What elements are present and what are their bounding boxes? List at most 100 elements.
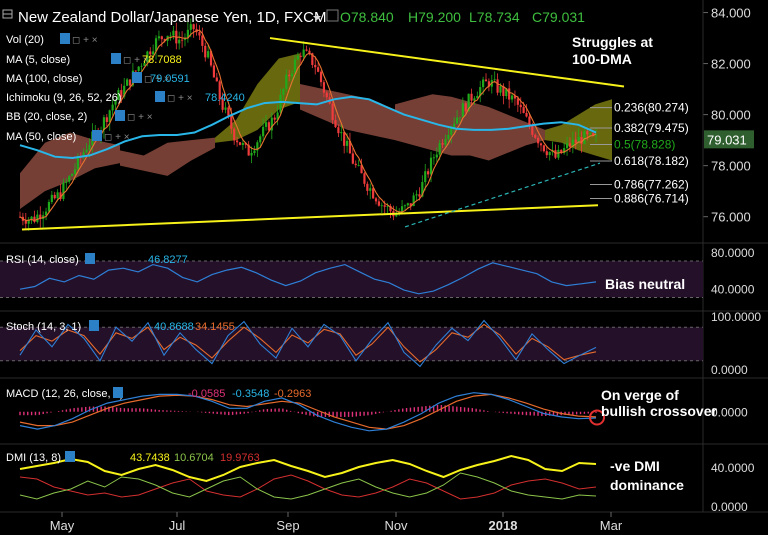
candle-body [545, 151, 548, 156]
candle-body [308, 50, 311, 54]
trendline-support[interactable] [21, 204, 599, 231]
candle-body [299, 55, 302, 57]
candle-body [421, 182, 424, 197]
candle-body [508, 88, 511, 100]
candle-body [224, 107, 227, 110]
candle-body [227, 107, 230, 116]
price-candles [18, 18, 598, 231]
rsi-panel[interactable]: RSI (14, close) 46.8277 80.0000 40.0000 Bias… [0, 246, 755, 298]
candle-body [117, 90, 120, 100]
annotation-struggles-1: Struggles at [572, 34, 653, 50]
candle-body [565, 143, 569, 149]
candle-body [548, 152, 551, 156]
legend-eye-icon[interactable] [60, 33, 70, 44]
legend-eye-icon[interactable] [111, 53, 121, 64]
rsi-annotation: Bias neutral [605, 276, 685, 292]
candle-body [580, 136, 583, 144]
candle-body [311, 53, 314, 65]
legend-label: MA (50, close) [6, 131, 76, 143]
candle-body [149, 51, 152, 55]
candle-body [102, 117, 106, 131]
candle-body [363, 173, 366, 184]
symbol-dropdown-icon[interactable] [313, 16, 321, 20]
legend-eye-icon[interactable] [155, 91, 165, 102]
candle-body [473, 98, 476, 101]
candle-body [424, 171, 427, 183]
candle-body [461, 103, 464, 118]
candle-body [192, 24, 195, 30]
legend-eye-icon[interactable] [92, 130, 102, 141]
candle-body [285, 74, 288, 89]
legend-tools-icon: ◻ + × [144, 74, 170, 85]
candle-body [331, 103, 334, 121]
macd-eye-icon[interactable] [113, 387, 123, 398]
candle-body [592, 133, 595, 136]
indicator-band [0, 327, 703, 361]
macd-legend-value-signal: -0.2963 [274, 388, 311, 400]
candle-body [65, 181, 68, 183]
legend-eye-icon[interactable] [132, 72, 142, 83]
stoch-tick-label: 0.0000 [711, 363, 748, 377]
candle-body [542, 145, 545, 152]
price-panel[interactable]: 0.236(80.274) 0.382(79.475) 0.5(78.828) 0.6… [0, 0, 754, 243]
candle-body [207, 51, 210, 58]
legend-eye-icon[interactable] [115, 110, 125, 121]
candle-body [510, 95, 514, 100]
annotation-struggles-2: 100-DMA [572, 51, 632, 67]
candle-body [351, 153, 354, 164]
candle-body [354, 163, 357, 166]
rsi-eye-icon[interactable] [85, 253, 95, 264]
candle-body [73, 169, 77, 174]
stoch-panel[interactable]: Stoch (14, 3, 1) 40.8688 34.1455 100.0000 0.… [0, 310, 761, 377]
candle-body [432, 157, 436, 159]
dmi-panel[interactable]: DMI (13, 8) 43.7438 10.6704 19.9763 40.0000 0… [6, 451, 755, 514]
candle-body [380, 205, 383, 207]
dmi-plus-line [19, 472, 597, 500]
candle-body [169, 35, 172, 37]
legend-tools-icon: ◻ + × [167, 93, 193, 104]
candle-body [589, 133, 592, 135]
macd-annotation-1: On verge of [601, 387, 679, 403]
candle-body [125, 79, 129, 86]
time-axis: May Jul Sep Nov 2018 Mar [50, 512, 623, 533]
candle-body [230, 115, 233, 129]
candle-body [244, 143, 247, 145]
adx-line [19, 454, 597, 483]
trendline-resistance[interactable] [269, 37, 625, 88]
candle-body [319, 71, 323, 83]
candle-body [337, 127, 340, 134]
candle-body [53, 194, 56, 199]
settings-box-icon[interactable] [326, 9, 339, 22]
candle-body [345, 140, 349, 146]
candle-body [270, 117, 273, 131]
candle-body [128, 79, 132, 86]
candle-body [140, 65, 143, 67]
stoch-legend-label: Stoch (14, 3, 1) [6, 321, 81, 333]
fib-level-label: 0.382(79.475) [614, 121, 689, 135]
candle-body [400, 206, 404, 212]
candle-body [519, 104, 522, 108]
dmi-legend-value-plus: 10.6704 [174, 452, 214, 464]
legend-tools-icon: ◻ + × [123, 55, 149, 66]
candle-body [409, 203, 412, 207]
stoch-d-line [19, 323, 597, 363]
candle-body [568, 143, 572, 147]
dmi-eye-icon[interactable] [65, 451, 75, 462]
candle-body [114, 99, 117, 105]
macd-panel[interactable]: MACD (12, 26, close, 9) -0.0585 -0.3548 -0.… [6, 387, 748, 432]
candle-body [325, 92, 328, 98]
candle-body [305, 49, 308, 51]
rsi-tick-label: 80.0000 [711, 246, 755, 260]
candle-body [577, 136, 580, 143]
symbol-title[interactable]: New Zealand Dollar/Japanese Yen, 1D, FXC… [18, 9, 327, 26]
trendline-rising-dashed[interactable] [404, 162, 601, 228]
candle-body [108, 110, 111, 122]
candle-body [290, 73, 294, 77]
candle-body [369, 188, 372, 191]
candle-body [279, 94, 282, 113]
stoch-eye-icon[interactable] [89, 320, 99, 331]
macd-legend-value-hist: -0.0585 [188, 388, 225, 400]
candle-body [583, 131, 586, 144]
candle-body [56, 192, 59, 199]
price-tick-label: 82.000 [711, 57, 751, 72]
